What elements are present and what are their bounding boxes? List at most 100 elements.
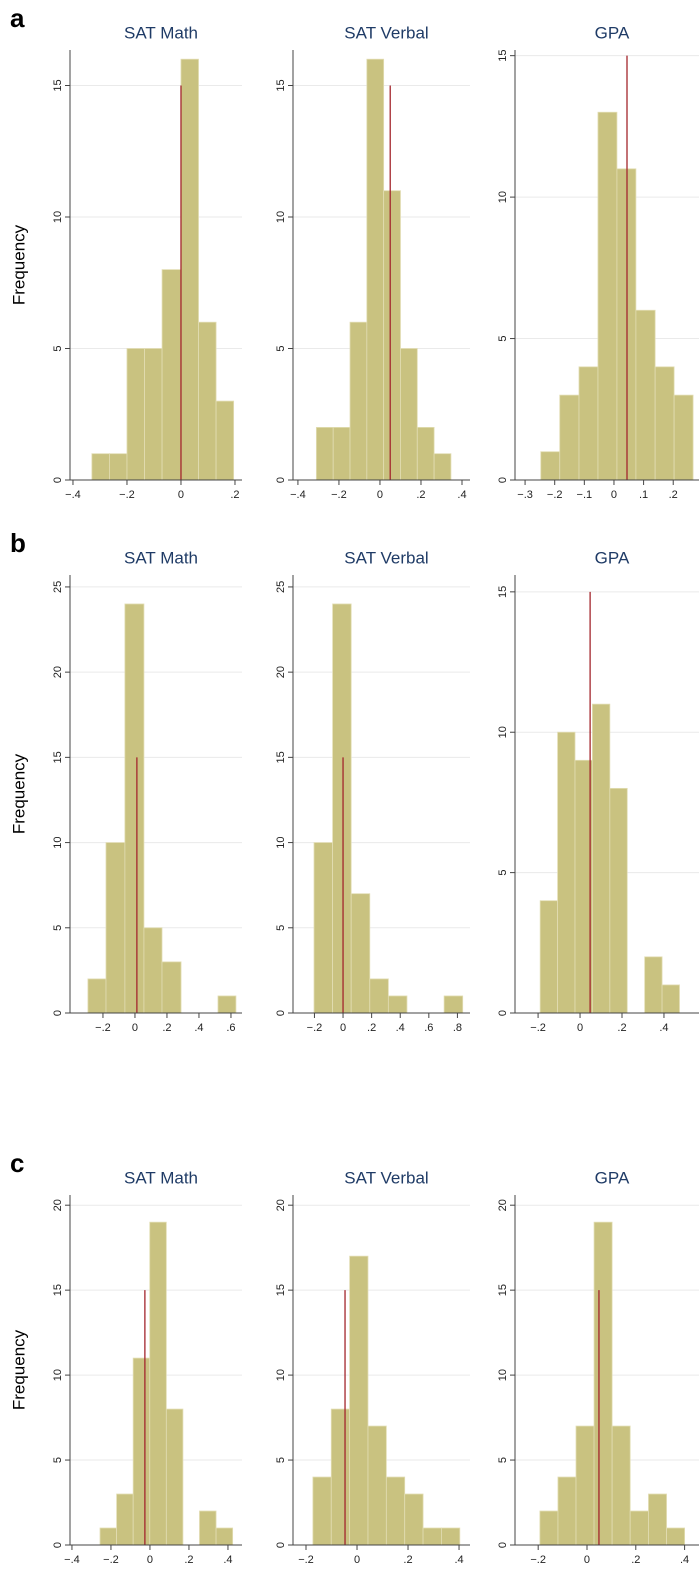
bar xyxy=(349,321,368,481)
y-tick-label: 0 xyxy=(497,1542,509,1548)
x-tick-label: −.2 xyxy=(95,1022,111,1034)
x-tick-label: .4 xyxy=(396,1022,405,1034)
x-tick-label: .2 xyxy=(631,1554,640,1566)
y-tick-label: 10 xyxy=(52,211,64,223)
x-tick-label: −.2 xyxy=(307,1022,323,1034)
bar xyxy=(661,984,680,1014)
bar xyxy=(161,961,182,1014)
bar xyxy=(539,1510,559,1546)
bar xyxy=(611,1425,631,1546)
y-tick-label: 0 xyxy=(275,1010,287,1016)
bar xyxy=(593,1221,613,1546)
x-tick-label: .4 xyxy=(223,1554,232,1566)
bar xyxy=(441,1527,461,1546)
y-tick-label: 10 xyxy=(52,836,64,848)
y-tick-label: 0 xyxy=(275,1542,287,1548)
x-tick-label: .1 xyxy=(639,489,648,501)
x-tick-label: .4 xyxy=(454,1554,463,1566)
x-tick-label: .2 xyxy=(162,1022,171,1034)
bar xyxy=(99,1527,118,1546)
y-tick-label: 5 xyxy=(275,925,287,931)
x-tick-label: −.4 xyxy=(64,1554,80,1566)
x-tick-label: 0 xyxy=(577,1022,583,1034)
x-tick-label: .2 xyxy=(403,1554,412,1566)
bar xyxy=(635,309,656,481)
x-tick-label: .2 xyxy=(184,1554,193,1566)
y-tick-label: 0 xyxy=(497,477,509,483)
x-tick-label: −.3 xyxy=(517,489,533,501)
bar xyxy=(312,1476,332,1546)
x-tick-label: −.2 xyxy=(103,1554,119,1566)
y-tick-label: 25 xyxy=(275,581,287,593)
y-tick-label: 10 xyxy=(275,836,287,848)
y-tick-label: 10 xyxy=(497,191,509,203)
bar xyxy=(109,453,128,481)
bar xyxy=(350,893,371,1014)
y-tick-label: 20 xyxy=(275,666,287,678)
bar xyxy=(366,58,385,481)
chart-title: SAT Math xyxy=(124,548,198,567)
y-tick-label: 15 xyxy=(497,586,509,598)
y-tick-label: 0 xyxy=(52,477,64,483)
bar xyxy=(557,1476,577,1546)
y-tick-label: 10 xyxy=(275,1369,287,1381)
bar xyxy=(198,321,217,481)
bar xyxy=(217,995,237,1014)
panel-label: b xyxy=(10,528,26,558)
x-tick-label: −.4 xyxy=(65,489,81,501)
bar xyxy=(143,927,163,1014)
x-tick-label: −.2 xyxy=(530,1022,546,1034)
bar xyxy=(199,1510,217,1546)
y-tick-label: 5 xyxy=(52,925,64,931)
bar xyxy=(404,1493,424,1546)
bar xyxy=(383,190,401,481)
x-tick-label: 0 xyxy=(584,1554,590,1566)
y-tick-label: 5 xyxy=(497,1457,509,1463)
x-tick-label: .4 xyxy=(659,1022,668,1034)
bar xyxy=(422,1527,442,1546)
y-tick-label: 0 xyxy=(52,1010,64,1016)
x-tick-label: 0 xyxy=(377,489,383,501)
y-tick-label: 15 xyxy=(52,751,64,763)
x-tick-label: 0 xyxy=(354,1554,360,1566)
bar xyxy=(124,603,145,1014)
panel-label: c xyxy=(10,1148,24,1178)
y-tick-label: 15 xyxy=(52,79,64,91)
y-tick-label: 15 xyxy=(497,50,509,62)
bar xyxy=(540,451,561,481)
bar xyxy=(332,427,351,481)
y-axis-label: Frequency xyxy=(9,1329,28,1410)
y-tick-label: 15 xyxy=(275,79,287,91)
y-axis-label: Frequency xyxy=(9,753,28,834)
bar xyxy=(557,731,576,1014)
chart-title: SAT Math xyxy=(124,1168,198,1187)
x-tick-label: .2 xyxy=(230,489,239,501)
y-tick-label: 10 xyxy=(497,726,509,738)
bar xyxy=(629,1510,649,1546)
bar xyxy=(609,787,628,1014)
panel-label: a xyxy=(10,3,25,33)
bar xyxy=(105,842,126,1014)
bar xyxy=(91,453,110,481)
bar xyxy=(416,427,435,481)
y-tick-label: 10 xyxy=(497,1369,509,1381)
bar xyxy=(578,366,599,481)
bar xyxy=(387,995,408,1014)
x-tick-label: −.2 xyxy=(119,489,135,501)
x-tick-label: −.2 xyxy=(547,489,563,501)
x-tick-label: .2 xyxy=(416,489,425,501)
x-tick-label: −.2 xyxy=(530,1554,546,1566)
y-tick-label: 20 xyxy=(497,1199,509,1211)
bar xyxy=(400,348,418,481)
x-tick-label: .8 xyxy=(453,1022,462,1034)
chart-title: GPA xyxy=(595,1168,630,1187)
x-tick-label: .6 xyxy=(424,1022,433,1034)
bar xyxy=(666,1527,686,1546)
x-tick-label: .2 xyxy=(367,1022,376,1034)
y-tick-label: 20 xyxy=(52,666,64,678)
bar xyxy=(215,400,235,481)
y-tick-label: 5 xyxy=(497,335,509,341)
x-tick-label: 0 xyxy=(178,489,184,501)
x-tick-label: .6 xyxy=(226,1022,235,1034)
